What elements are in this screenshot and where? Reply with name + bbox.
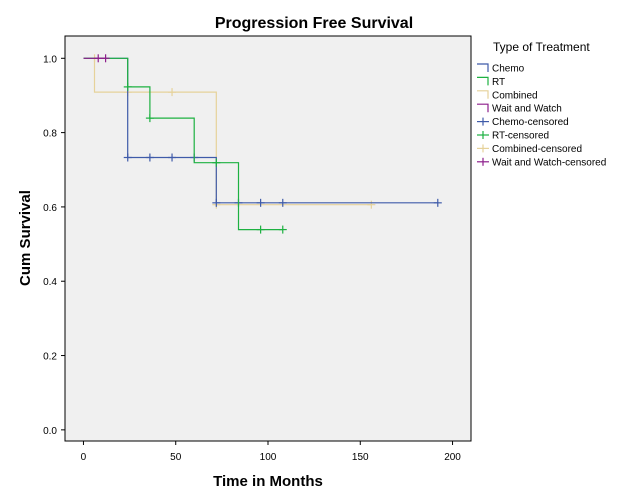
legend-item: Wait and Watch [477, 103, 562, 115]
legend-label: Chemo-censored [492, 117, 569, 128]
legend-item: Combined [477, 90, 538, 101]
legend-label: Combined-censored [492, 144, 582, 155]
legend-item: RT-censored [477, 131, 549, 142]
legend-item: Chemo-censored [477, 117, 569, 128]
legend-title: Type of Treatment [493, 40, 590, 54]
legend-item: Wait and Watch-censored [477, 157, 606, 168]
y-tick-label: 0.0 [43, 426, 57, 437]
x-tick-label: 100 [260, 452, 277, 463]
legend-item: RT [477, 76, 505, 88]
x-tick-label: 0 [81, 452, 87, 463]
legend-swatch [477, 76, 489, 86]
legend-label: RT-censored [492, 131, 549, 142]
legend-label: Wait and Watch-censored [492, 157, 606, 168]
y-tick-label: 0.8 [43, 129, 57, 140]
y-axis: 0.0 0.2 0.4 0.6 0.8 1.0 [43, 54, 65, 437]
x-tick-label: 150 [352, 452, 369, 463]
legend-label: Wait and Watch [492, 104, 562, 115]
y-tick-label: 0.4 [43, 277, 57, 288]
y-tick-label: 0.2 [43, 352, 57, 363]
legend-label: RT [492, 77, 505, 88]
y-tick-label: 0.6 [43, 203, 57, 214]
series-rt [83, 57, 287, 234]
x-axis-label: Time in Months [213, 473, 323, 490]
legend-label: Combined [492, 90, 538, 101]
legend-swatch [477, 103, 489, 113]
x-tick-label: 50 [170, 452, 182, 463]
series-layer [83, 54, 442, 234]
legend-swatch [477, 63, 489, 72]
series-line [83, 57, 283, 231]
chart-title: Progression Free Survival [215, 15, 413, 32]
legend-label: Chemo [492, 64, 525, 75]
series-wait-and-watch [83, 54, 110, 63]
legend-item: Chemo [477, 63, 525, 75]
legend-swatch [477, 90, 489, 99]
legend: Type of Treatment Chemo RT Combined Wait an… [477, 40, 606, 168]
y-tick-label: 1.0 [43, 54, 57, 65]
plot-area [64, 35, 472, 442]
y-axis-label: Cum Survival [17, 190, 34, 286]
x-tick-label: 200 [444, 452, 461, 463]
legend-item: Combined-censored [477, 144, 582, 155]
x-axis: 0 50 100 150 200 [81, 441, 461, 463]
